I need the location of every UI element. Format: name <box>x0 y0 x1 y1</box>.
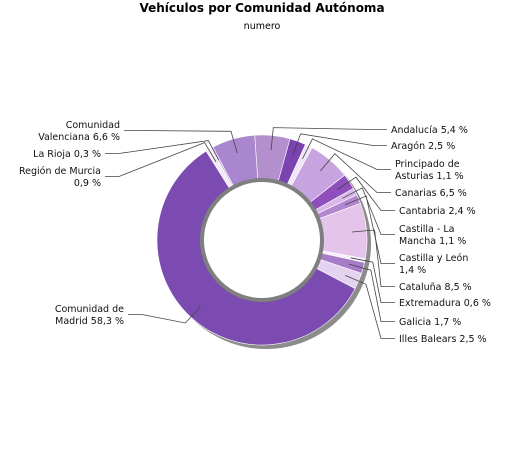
label-murcia-line-1: Región de Murcia <box>19 166 101 177</box>
label-la-rioja: La Rioja 0,3 % <box>33 149 101 160</box>
leader-andalucia <box>270 127 387 151</box>
label-valenciana-line-1: Comunidad <box>66 120 120 131</box>
label-madrid: Comunidad de Madrid 58,3 % <box>55 304 124 327</box>
label-asturias-line-1: Principado de <box>395 159 460 170</box>
label-valenciana: Comunidad Valenciana 6,6 % <box>38 120 120 143</box>
label-castilla-la-mancha: Castilla - La Mancha 1,1 % <box>399 224 466 247</box>
label-madrid-line-1: Comunidad de <box>55 304 124 315</box>
label-asturias: Principado de Asturias 1,1 % <box>395 159 464 182</box>
leader-la-rioja <box>105 140 220 161</box>
label-cataluna-line-1: Cataluña 8,5 % <box>399 282 472 293</box>
leader-murcia <box>105 142 217 177</box>
label-la-rioja-line-1: La Rioja 0,3 % <box>33 149 101 160</box>
label-murcia-line-2: 0,9 % <box>74 178 101 189</box>
leader-asturias <box>302 138 391 170</box>
leader-cantabria <box>336 176 395 211</box>
leader-illes-balears <box>345 275 395 339</box>
leader-canarias <box>320 153 391 193</box>
label-castilla-y-leon: Castilla y León 1,4 % <box>399 253 468 276</box>
label-cantabria-line-1: Cantabria 2,4 % <box>399 206 476 217</box>
leader-cataluna <box>352 229 395 287</box>
leader-valenciana <box>124 130 238 154</box>
label-aragon-line-1: Aragón 2,5 % <box>391 141 455 152</box>
label-aragon: Aragón 2,5 % <box>391 141 455 152</box>
slice-labels: Andalucía 5,4 % Aragón 2,5 % Principado de… <box>19 120 491 345</box>
label-valenciana-line-2: Valenciana 6,6 % <box>38 132 120 143</box>
label-extremadura: Extremadura 0,6 % <box>399 298 491 309</box>
leader-castilla-la-mancha <box>342 187 395 235</box>
label-asturias-line-2: Asturias 1,1 % <box>395 171 464 182</box>
label-castilla-y-leon-line-1: Castilla y León <box>399 253 468 264</box>
label-madrid-line-2: Madrid 58,3 % <box>55 316 124 327</box>
label-canarias: Canarias 6,5 % <box>395 188 467 199</box>
label-extremadura-line-1: Extremadura 0,6 % <box>399 298 491 309</box>
label-andalucia: Andalucía 5,4 % <box>391 125 468 136</box>
leader-lines <box>105 127 395 339</box>
label-murcia: Región de Murcia 0,9 % <box>19 166 101 189</box>
label-andalucia-line-1: Andalucía 5,4 % <box>391 125 468 136</box>
label-galicia: Galicia 1,7 % <box>399 317 461 328</box>
label-castilla-la-mancha-line-2: Mancha 1,1 % <box>399 236 466 247</box>
leader-madrid <box>128 306 201 324</box>
label-galicia-line-1: Galicia 1,7 % <box>399 317 461 328</box>
label-illes-balears: Illes Balears 2,5 % <box>399 334 487 345</box>
label-cantabria: Cantabria 2,4 % <box>399 206 476 217</box>
leader-aragon <box>292 133 387 156</box>
leader-galicia <box>349 263 395 322</box>
label-castilla-la-mancha-line-1: Castilla - La <box>399 224 454 235</box>
chart-title: Vehículos por Comunidad Autónoma <box>139 1 384 15</box>
label-castilla-y-leon-line-2: 1,4 % <box>399 265 426 276</box>
chart-subtitle: numero <box>244 21 281 32</box>
label-illes-balears-line-1: Illes Balears 2,5 % <box>399 334 487 345</box>
donut-hole <box>200 178 324 302</box>
label-canarias-line-1: Canarias 6,5 % <box>395 188 467 199</box>
donut-slices <box>156 134 368 346</box>
leader-extremadura <box>350 257 395 303</box>
label-cataluna: Cataluña 8,5 % <box>399 282 472 293</box>
